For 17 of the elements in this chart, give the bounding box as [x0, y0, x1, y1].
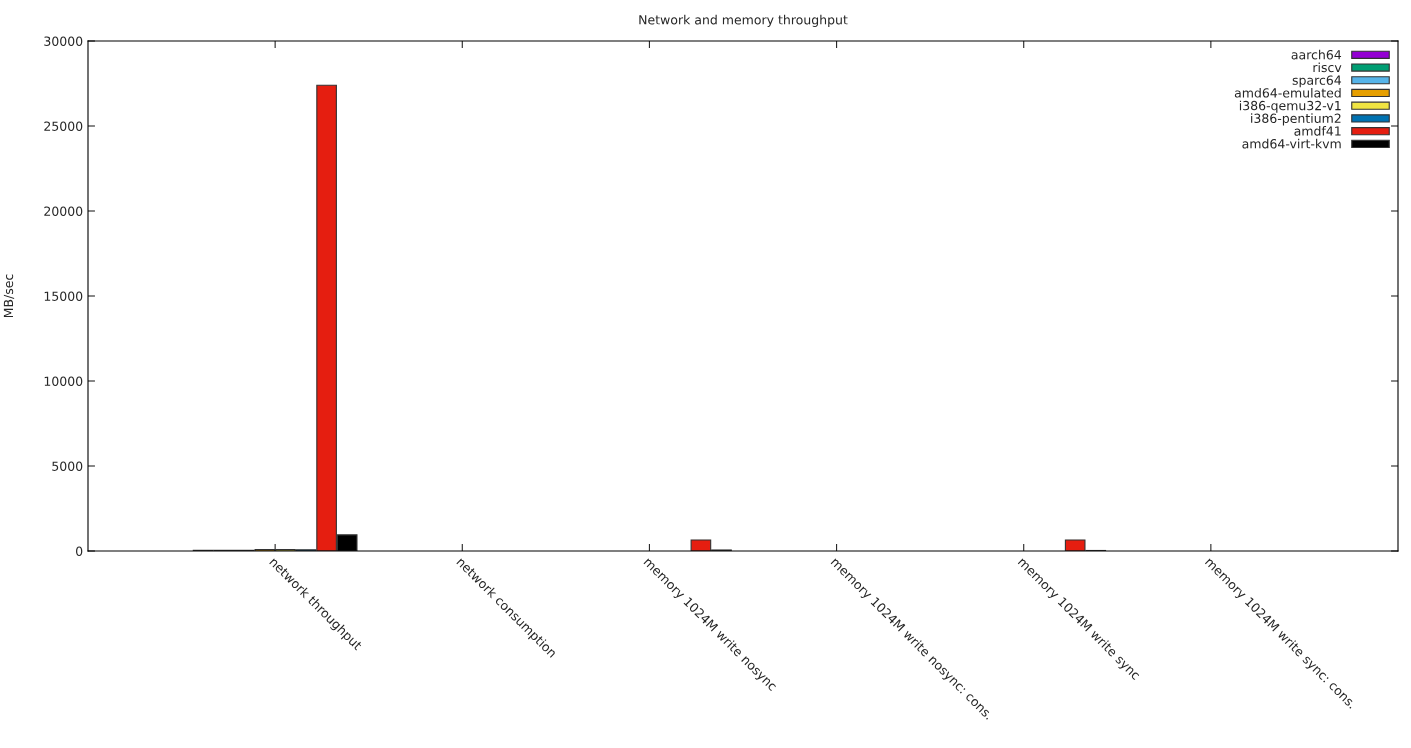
legend-label: amdf41	[1294, 126, 1341, 136]
y-tick-label: 25000	[44, 121, 83, 131]
chart-title: Network and memory throughput	[639, 14, 848, 27]
legend-label: i386-qemu32-v1	[1239, 100, 1341, 113]
legend-label: amd64-virt-kvm	[1242, 138, 1341, 149]
legend-label: riscv	[1313, 62, 1342, 73]
y-tick-label: 0	[76, 546, 83, 556]
legend-label: amd64-emulated	[1234, 87, 1341, 98]
legend-label: sparc64	[1292, 75, 1342, 88]
y-tick-label: 20000	[44, 206, 83, 216]
y-tick-label: 15000	[44, 291, 83, 301]
y-tick-label: 5000	[52, 461, 83, 471]
y-tick-label: 10000	[44, 376, 83, 386]
y-tick-label: 30000	[44, 36, 83, 46]
y-axis-title: MB/sec	[3, 274, 15, 318]
legend-label: i386-pentium2	[1251, 113, 1341, 126]
legend-label: aarch64	[1291, 49, 1342, 60]
